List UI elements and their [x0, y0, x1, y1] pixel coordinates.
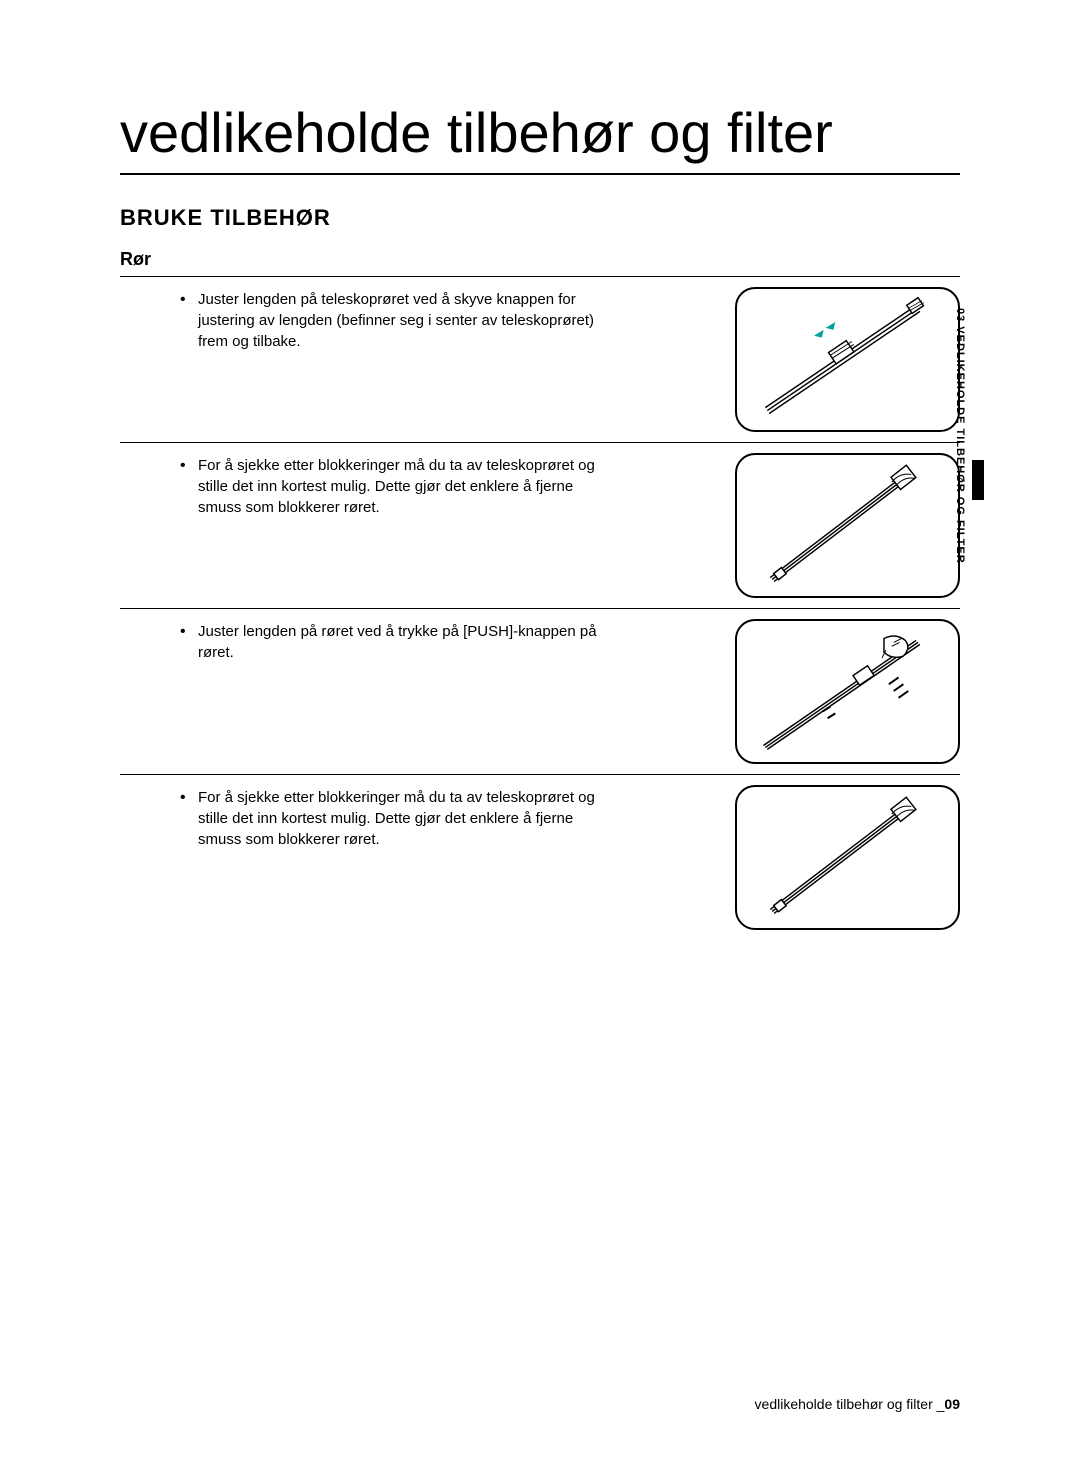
- sub-heading: Rør: [120, 249, 960, 277]
- illustration-pipe-adjust: [735, 287, 960, 432]
- instruction-text: For å sjekke etter blokkeringer må du ta…: [120, 785, 610, 850]
- section-heading: BRUKE TILBEHØR: [120, 205, 960, 231]
- page-footer: vedlikeholde tilbehør og filter _09: [755, 1396, 960, 1412]
- instruction-item: Juster lengden på teleskoprøret ved å sk…: [180, 289, 598, 352]
- instruction-text: For å sjekke etter blokkeringer må du ta…: [120, 453, 610, 518]
- illustration-pipe-shortest-2: [735, 785, 960, 930]
- illustration-push-button: [735, 619, 960, 764]
- instruction-block: For å sjekke etter blokkeringer må du ta…: [120, 443, 960, 609]
- instruction-block: Juster lengden på røret ved å trykke på …: [120, 609, 960, 775]
- instruction-item: For å sjekke etter blokkeringer må du ta…: [180, 787, 598, 850]
- footer-text: vedlikeholde tilbehør og filter _: [755, 1396, 945, 1412]
- side-tab-marker: [972, 460, 984, 500]
- instruction-block: For å sjekke etter blokkeringer må du ta…: [120, 775, 960, 940]
- page-number: 09: [944, 1396, 960, 1412]
- instruction-text: Juster lengden på røret ved å trykke på …: [120, 619, 610, 663]
- instruction-item: Juster lengden på røret ved å trykke på …: [180, 621, 598, 663]
- page-title: vedlikeholde tilbehør og filter: [120, 100, 960, 175]
- side-tab: 03 VEDLIKEHOLDE TILBEHØR OG FILTER: [944, 300, 972, 590]
- instruction-text: Juster lengden på teleskoprøret ved å sk…: [120, 287, 610, 352]
- instruction-block: Juster lengden på teleskoprøret ved å sk…: [120, 277, 960, 443]
- side-tab-label: 03 VEDLIKEHOLDE TILBEHØR OG FILTER: [944, 300, 972, 572]
- instruction-item: For å sjekke etter blokkeringer må du ta…: [180, 455, 598, 518]
- illustration-pipe-shortest: [735, 453, 960, 598]
